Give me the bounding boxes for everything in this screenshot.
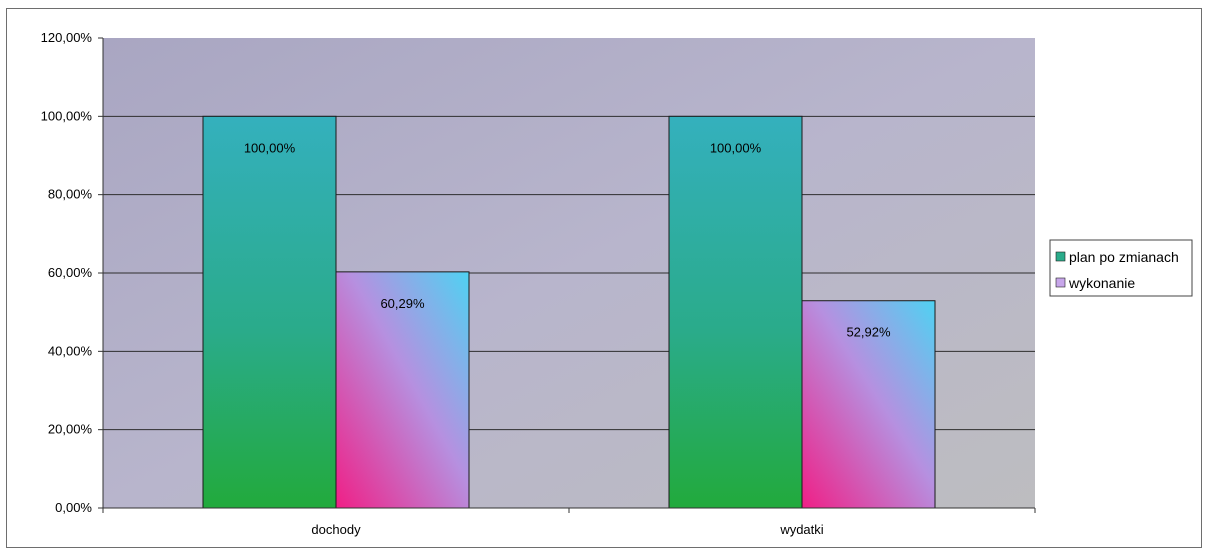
y-tick-label: 20,00% [48, 422, 93, 437]
legend-label-wykonanie: wykonanie [1068, 275, 1135, 291]
legend-swatch-wykonanie [1055, 277, 1066, 288]
data-labels: 100,00% 60,29% 100,00% 52,92% [244, 140, 891, 339]
data-label-dochody-plan-po-zmianach: 100,00% [244, 140, 296, 155]
x-axis: dochody wydatki [102, 507, 1036, 537]
bar-wydatki-wykonanie [801, 300, 936, 509]
y-axis: 0,00% 20,00% 40,00% 60,00% 80,00% 100,00% 120,… [41, 30, 104, 515]
y-tick-label: 60,00% [48, 265, 93, 280]
legend-swatch-plan-po-zmianach [1055, 251, 1066, 262]
bar-dochody-plan-po-zmianach [202, 115, 337, 509]
bars [202, 115, 936, 509]
data-label-dochody-wykonanie: 60,29% [380, 296, 425, 311]
legend-label-plan-po-zmianach: plan po zmianach [1069, 249, 1179, 265]
data-label-wydatki-wykonanie: 52,92% [846, 325, 891, 340]
bar-dochody-wykonanie [335, 271, 470, 509]
x-tick-label-wydatki: wydatki [779, 522, 823, 537]
data-label-wydatki-plan-po-zmianach: 100,00% [710, 140, 762, 155]
y-tick-label: 80,00% [48, 187, 93, 202]
y-tick-label: 100,00% [41, 108, 93, 123]
x-tick-label-dochody: dochody [311, 522, 361, 537]
y-tick-label: 40,00% [48, 343, 93, 358]
bar-wydatki-plan-po-zmianach [668, 115, 803, 509]
y-tick-label: 0,00% [55, 500, 92, 515]
legend-box [1049, 239, 1193, 297]
legend: plan po zmianach wykonanie [1049, 239, 1193, 297]
y-tick-label: 120,00% [41, 30, 93, 45]
